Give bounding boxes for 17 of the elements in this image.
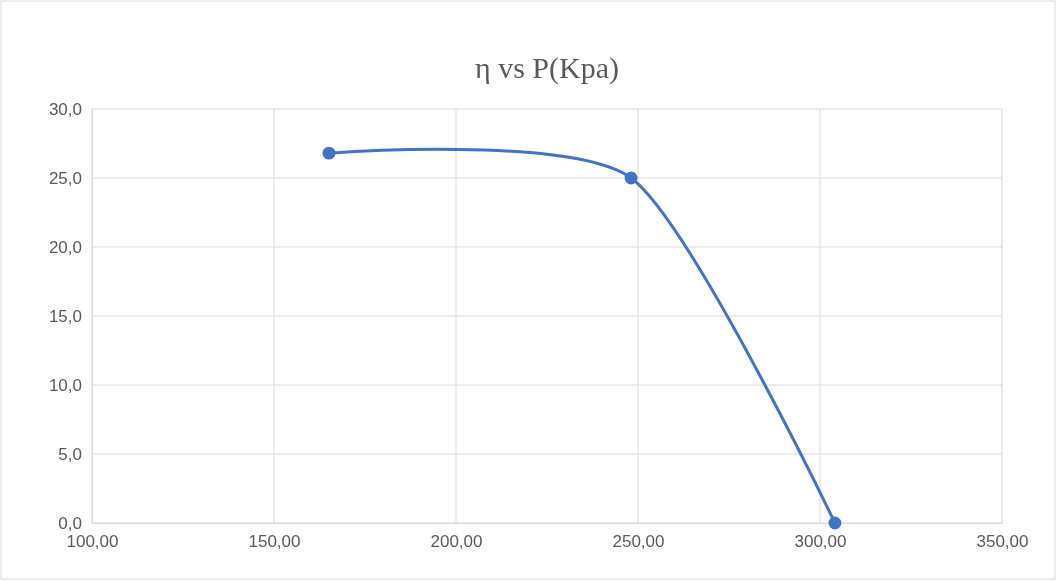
y-tick-label: 10,0: [48, 375, 82, 395]
point: [322, 146, 336, 160]
x-tick-label: 350,00: [976, 532, 1029, 552]
point: [828, 516, 842, 530]
point: [624, 171, 638, 185]
y-tick-label: 25,0: [48, 168, 82, 188]
y-tick-label: 0,0: [58, 513, 82, 533]
x-tick-label: 200,00: [430, 532, 483, 552]
y-tick-label: 15,0: [48, 306, 82, 326]
chart-title: η vs P(Kpa): [474, 51, 620, 85]
x-tick-label: 100,00: [66, 532, 119, 552]
x-tick-label: 300,00: [794, 532, 847, 552]
x-tick-label: 250,00: [612, 532, 665, 552]
y-tick-label: 5,0: [58, 444, 82, 464]
y-tick-label: 20,0: [48, 237, 82, 257]
x-tick-label: 150,00: [248, 532, 301, 552]
y-tick-label: 30,0: [48, 99, 82, 119]
